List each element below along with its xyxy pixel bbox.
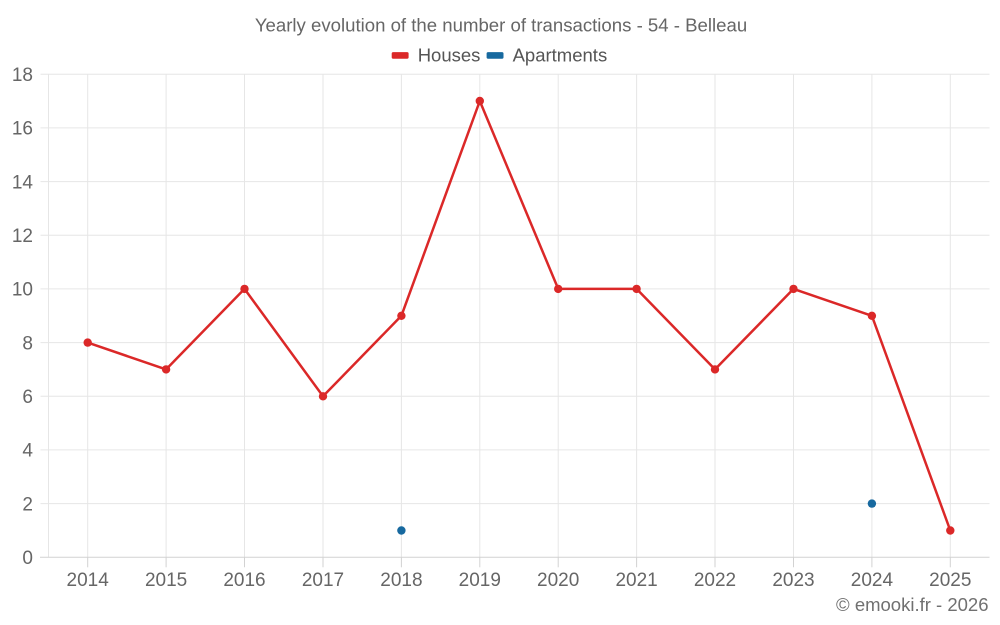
svg-text:2016: 2016 — [223, 570, 265, 591]
svg-text:Yearly evolution of the number: Yearly evolution of the number of transa… — [255, 15, 747, 36]
svg-text:10: 10 — [12, 280, 33, 301]
svg-text:2024: 2024 — [851, 570, 894, 591]
svg-text:8: 8 — [22, 333, 33, 354]
svg-text:2019: 2019 — [459, 570, 501, 591]
svg-text:2022: 2022 — [694, 570, 736, 591]
svg-text:6: 6 — [22, 387, 33, 408]
svg-text:Apartments: Apartments — [513, 44, 608, 65]
svg-text:2: 2 — [22, 494, 33, 515]
svg-text:2017: 2017 — [302, 570, 344, 591]
svg-text:2015: 2015 — [145, 570, 187, 591]
svg-text:2021: 2021 — [615, 570, 657, 591]
svg-text:2020: 2020 — [537, 570, 579, 591]
svg-text:2025: 2025 — [929, 570, 971, 591]
svg-text:Houses: Houses — [418, 44, 481, 65]
svg-text:© emooki.fr - 2026: © emooki.fr - 2026 — [836, 594, 988, 615]
svg-text:2014: 2014 — [67, 570, 110, 591]
svg-text:18: 18 — [12, 65, 33, 86]
svg-text:4: 4 — [22, 441, 33, 462]
svg-text:0: 0 — [22, 548, 33, 569]
svg-text:14: 14 — [12, 172, 34, 193]
svg-text:16: 16 — [12, 119, 33, 140]
svg-text:2018: 2018 — [380, 570, 422, 591]
svg-text:2023: 2023 — [772, 570, 814, 591]
svg-text:12: 12 — [12, 226, 33, 247]
